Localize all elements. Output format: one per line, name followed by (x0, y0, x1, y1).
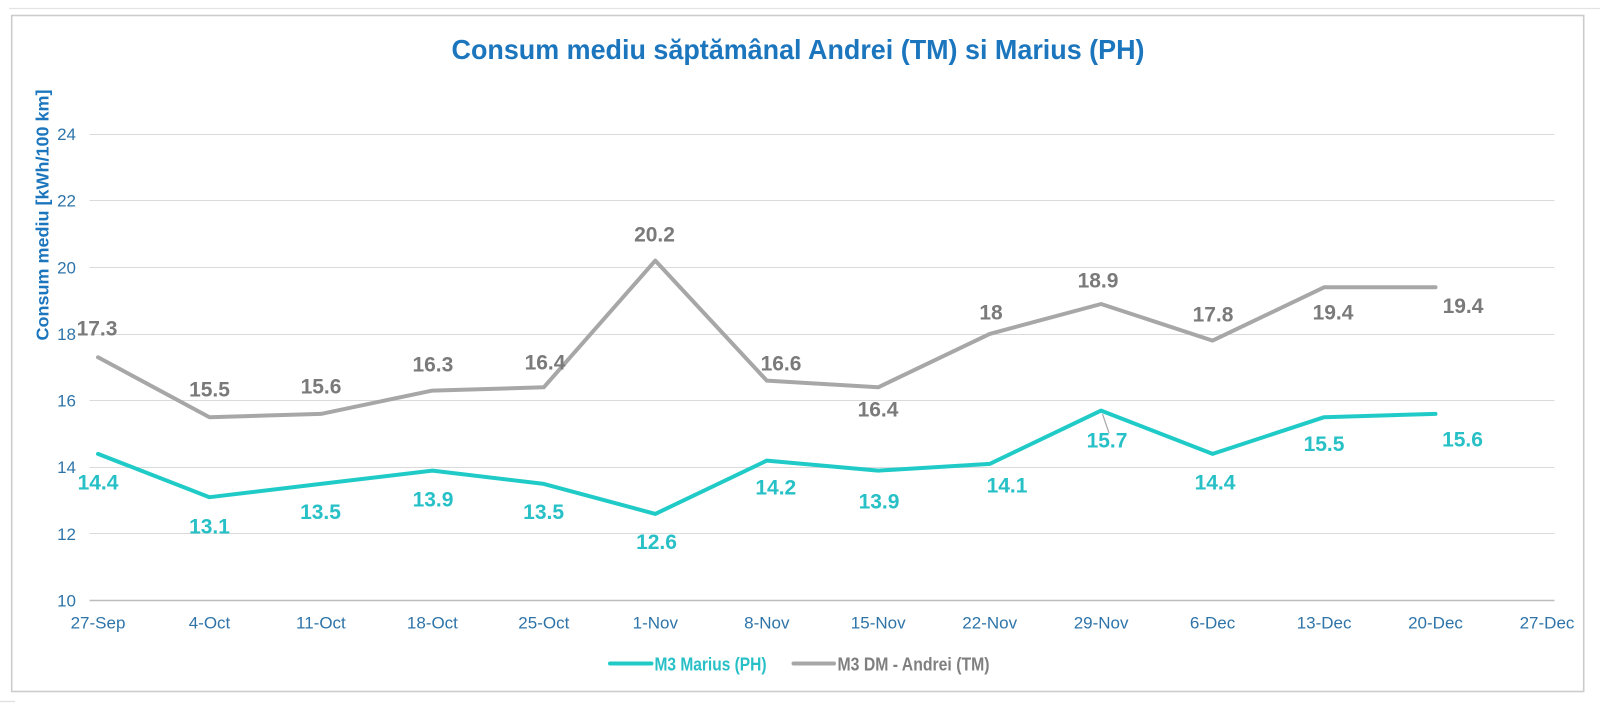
svg-text:20-Dec: 20-Dec (1408, 614, 1463, 633)
svg-text:8-Nov: 8-Nov (744, 614, 790, 633)
svg-text:10: 10 (57, 592, 76, 611)
svg-text:Consum mediu [kWh/100 km]: Consum mediu [kWh/100 km] (33, 90, 53, 341)
svg-text:14.4: 14.4 (1195, 472, 1236, 495)
svg-text:18: 18 (979, 302, 1003, 325)
svg-text:16.3: 16.3 (412, 354, 453, 377)
svg-text:24: 24 (57, 125, 76, 144)
svg-text:25-Oct: 25-Oct (518, 614, 569, 633)
svg-text:13.1: 13.1 (189, 516, 230, 539)
svg-text:6-Dec: 6-Dec (1190, 614, 1236, 633)
svg-text:19.4: 19.4 (1443, 295, 1484, 318)
svg-text:4-Oct: 4-Oct (189, 614, 231, 633)
svg-text:M3 DM - Andrei (TM): M3 DM - Andrei (TM) (838, 655, 990, 675)
svg-text:17.3: 17.3 (77, 318, 118, 341)
svg-text:18.9: 18.9 (1078, 270, 1119, 293)
svg-text:18: 18 (57, 325, 76, 344)
svg-text:15.5: 15.5 (189, 379, 230, 402)
svg-text:17.8: 17.8 (1193, 304, 1234, 327)
svg-text:13-Dec: 13-Dec (1297, 614, 1352, 633)
svg-text:12.6: 12.6 (636, 531, 677, 554)
svg-text:15.6: 15.6 (1442, 429, 1483, 452)
svg-text:13.9: 13.9 (859, 491, 900, 514)
svg-text:13.9: 13.9 (413, 489, 454, 512)
svg-text:11-Oct: 11-Oct (296, 614, 346, 633)
svg-text:14: 14 (57, 458, 76, 477)
svg-text:15.6: 15.6 (301, 376, 342, 399)
svg-text:1-Nov: 1-Nov (633, 614, 679, 633)
svg-text:27-Sep: 27-Sep (71, 614, 126, 633)
svg-text:20.2: 20.2 (634, 224, 675, 247)
svg-text:14.1: 14.1 (987, 475, 1028, 498)
svg-text:15-Nov: 15-Nov (851, 614, 906, 633)
svg-text:M3 Marius (PH): M3 Marius (PH) (655, 655, 767, 675)
svg-text:16: 16 (57, 392, 76, 411)
svg-text:15.7: 15.7 (1087, 430, 1128, 453)
svg-text:16.4: 16.4 (525, 352, 566, 375)
svg-text:16.6: 16.6 (761, 353, 802, 376)
svg-text:18-Oct: 18-Oct (407, 614, 458, 633)
svg-text:12: 12 (57, 525, 76, 544)
svg-text:13.5: 13.5 (300, 501, 341, 524)
svg-text:14.2: 14.2 (755, 477, 796, 500)
svg-text:20: 20 (57, 258, 76, 277)
svg-text:29-Nov: 29-Nov (1074, 614, 1129, 633)
svg-text:27-Dec: 27-Dec (1520, 614, 1575, 633)
svg-text:22-Nov: 22-Nov (962, 614, 1017, 633)
svg-text:14.4: 14.4 (78, 472, 119, 495)
svg-text:13.5: 13.5 (523, 501, 564, 524)
svg-text:15.5: 15.5 (1304, 433, 1345, 456)
svg-text:Consum mediu săptămânal Andrei: Consum mediu săptămânal Andrei (TM) si M… (452, 34, 1145, 65)
svg-text:22: 22 (57, 192, 76, 211)
svg-text:16.4: 16.4 (858, 399, 899, 422)
svg-text:19.4: 19.4 (1313, 302, 1354, 325)
